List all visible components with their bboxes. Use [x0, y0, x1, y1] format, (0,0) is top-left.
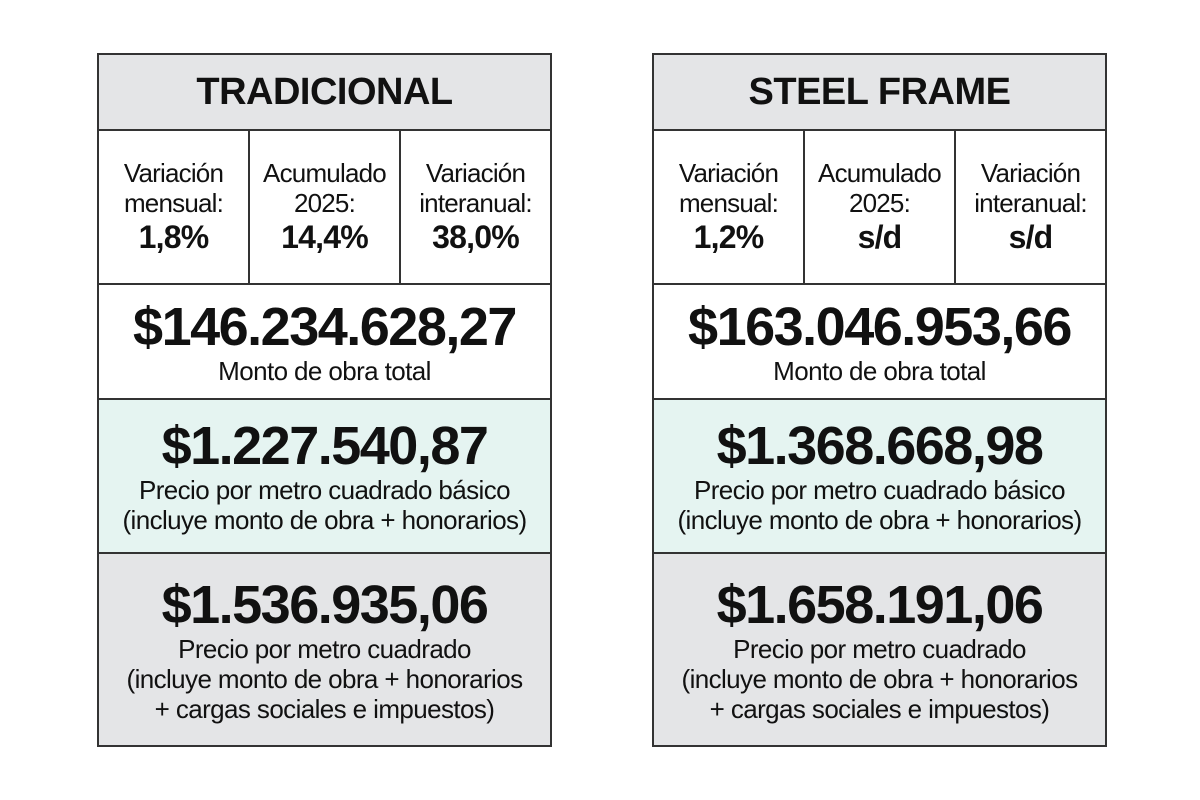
total-amount: $146.234.628,27 — [133, 296, 517, 357]
full-description: + cargas sociales e impuestos) — [154, 693, 495, 724]
basic-row: $1.227.540,87 Precio por metro cuadrado b… — [99, 400, 550, 554]
full-description: Precio por metro cuadrado — [178, 633, 471, 664]
stat-label: Variación — [678, 158, 779, 188]
basic-description: Precio por metro cuadrado básico — [138, 475, 511, 505]
stat-value: 38,0% — [432, 219, 520, 255]
full-row: $1.536.935,06 Precio por metro cuadrado (i… — [99, 554, 550, 745]
basic-description: (incluye monto de obra + honorarios) — [677, 505, 1082, 535]
stat-value: 1,8% — [138, 219, 210, 255]
total-row: $146.234.628,27 Monto de obra total — [99, 285, 550, 400]
stat-cell: Acumulado 2025: 14,4% — [250, 131, 401, 283]
panel-title: TRADICIONAL — [196, 70, 453, 113]
full-description: Precio por metro cuadrado — [733, 633, 1026, 664]
basic-row: $1.368.668,98 Precio por metro cuadrado b… — [654, 400, 1105, 554]
panel-title-row: STEEL FRAME — [654, 55, 1105, 131]
basic-description: (incluye monto de obra + honorarios) — [122, 505, 527, 535]
stats-row: Variación mensual: 1,2% Acumulado 2025: s/d Va… — [654, 131, 1105, 285]
basic-description: Precio por metro cuadrado básico — [693, 475, 1066, 505]
stat-label: Acumulado — [263, 158, 387, 188]
stat-label: 2025: — [293, 188, 356, 218]
stat-label: interanual: — [974, 188, 1087, 218]
stat-value: s/d — [1008, 219, 1054, 255]
total-description: Monto de obra total — [773, 355, 986, 386]
stat-value: s/d — [857, 219, 903, 255]
full-description: (incluye monto de obra + honorarios — [681, 663, 1079, 694]
full-amount: $1.536.935,06 — [161, 574, 489, 635]
full-description: + cargas sociales e impuestos) — [709, 693, 1050, 724]
stat-label: mensual: — [678, 188, 779, 218]
stat-label: Variación — [980, 158, 1081, 188]
full-amount: $1.658.191,06 — [716, 574, 1044, 635]
panel-title: STEEL FRAME — [748, 70, 1011, 113]
stats-row: Variación mensual: 1,8% Acumulado 2025: 14,4%… — [99, 131, 550, 285]
panel: TRADICIONAL Variación mensual: 1,8% Acumulad… — [97, 53, 552, 747]
panel: STEEL FRAME Variación mensual: 1,2% Acumulad… — [652, 53, 1107, 747]
stat-value: 1,2% — [693, 219, 765, 255]
total-amount: $163.046.953,66 — [688, 296, 1072, 357]
stat-value: 14,4% — [281, 219, 369, 255]
panel-title-row: TRADICIONAL — [99, 55, 550, 131]
stat-label: 2025: — [848, 188, 911, 218]
stat-label: Variación — [123, 158, 224, 188]
stat-label: mensual: — [123, 188, 224, 218]
total-row: $163.046.953,66 Monto de obra total — [654, 285, 1105, 400]
stat-label: Acumulado — [818, 158, 942, 188]
total-description: Monto de obra total — [218, 355, 431, 386]
basic-amount: $1.227.540,87 — [161, 416, 489, 476]
stat-cell: Variación interanual: 38,0% — [401, 131, 550, 283]
full-description: (incluye monto de obra + honorarios — [126, 663, 524, 694]
stat-cell: Variación interanual: s/d — [956, 131, 1105, 283]
full-row: $1.658.191,06 Precio por metro cuadrado (i… — [654, 554, 1105, 745]
stat-cell: Variación mensual: 1,8% — [99, 131, 250, 283]
stat-cell: Variación mensual: 1,2% — [654, 131, 805, 283]
stat-label: interanual: — [419, 188, 532, 218]
basic-amount: $1.368.668,98 — [716, 416, 1044, 476]
stat-cell: Acumulado 2025: s/d — [805, 131, 956, 283]
stat-label: Variación — [425, 158, 526, 188]
